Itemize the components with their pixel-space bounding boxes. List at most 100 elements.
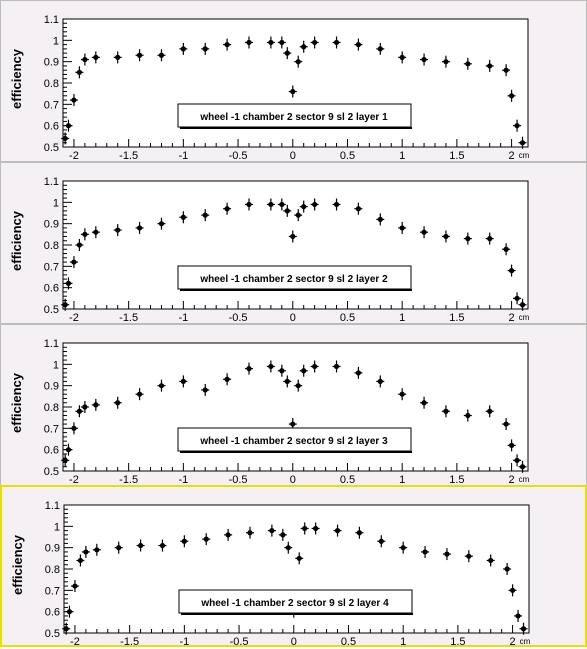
- x-tick-label: 0: [290, 312, 296, 324]
- data-point: [62, 457, 68, 463]
- data-point: [76, 69, 83, 75]
- data-point: [203, 536, 209, 542]
- data-point: [76, 242, 83, 248]
- pad-layer-2[interactable]: 0.5 0.6 0.7 0.8 0.9 1 1.1 -2 -1.5 -1 -0.5 0 0.5 1 1.5 2…: [0, 162, 587, 324]
- data-point: [136, 391, 143, 397]
- data-point: [65, 123, 72, 129]
- data-point: [295, 383, 301, 389]
- data-point: [290, 88, 296, 95]
- data-point: [465, 61, 471, 67]
- chart-layer-2: 0.5 0.6 0.7 0.8 0.9 1 1.1 -2 -1.5 -1 -0.5 0 0.5 1 1.5 2…: [9, 176, 530, 324]
- data-point: [290, 233, 296, 240]
- data-point: [295, 59, 301, 65]
- y-tick-label: 0.9: [44, 57, 59, 69]
- data-point: [519, 464, 526, 470]
- y-axis-title: efficiency: [9, 48, 24, 109]
- data-point: [159, 542, 166, 549]
- data-point: [82, 231, 88, 237]
- data-point: [466, 553, 472, 559]
- y-tick-label: 1.1: [44, 176, 59, 188]
- data-point: [71, 425, 77, 431]
- data-point: [333, 201, 340, 208]
- data-point: [377, 46, 383, 52]
- data-point: [136, 52, 143, 58]
- data-point: [202, 212, 208, 218]
- data-point: [355, 370, 362, 376]
- data-point: [158, 52, 165, 58]
- data-point: [115, 400, 121, 406]
- y-tick-label: 0.7: [44, 99, 59, 111]
- data-point: [279, 39, 285, 46]
- y-tick-label: 0.7: [44, 423, 59, 435]
- data-point: [225, 532, 231, 538]
- data-point: [158, 383, 165, 389]
- data-point: [377, 216, 383, 222]
- data-point: [465, 412, 471, 419]
- y-tick-label: 0.5: [44, 466, 59, 478]
- data-point: [312, 39, 318, 46]
- x-tick-label: -1.5: [119, 150, 138, 162]
- data-point: [83, 549, 89, 555]
- data-point: [487, 63, 493, 69]
- x-tick-label: 2: [509, 474, 515, 486]
- x-tick-label: 1: [399, 474, 405, 486]
- data-point: [63, 626, 69, 632]
- x-tick-label: 0.5: [340, 312, 355, 324]
- data-point: [269, 528, 275, 534]
- data-point: [279, 368, 285, 374]
- data-point: [224, 42, 230, 48]
- x-tick-label: -2: [69, 312, 79, 324]
- y-tick-label: 0.6: [44, 445, 59, 457]
- y-tick-label: 1.1: [44, 338, 59, 350]
- x-tick-label: -2: [69, 474, 79, 486]
- data-point: [71, 259, 77, 265]
- x-tick-label: -1.5: [120, 636, 139, 648]
- data-point: [247, 530, 253, 536]
- data-point: [508, 93, 515, 99]
- data-point: [333, 39, 340, 46]
- data-point: [295, 212, 301, 218]
- x-tick-label: 1: [400, 636, 406, 648]
- y-tick-label: 0.9: [44, 381, 59, 393]
- x-tick-label: 0.5: [340, 474, 355, 486]
- data-point: [246, 39, 252, 46]
- data-point: [355, 206, 362, 212]
- data-point: [465, 236, 471, 242]
- y-tick-label: 0.5: [44, 142, 59, 154]
- data-point: [515, 613, 521, 619]
- x-tick-label: 0: [290, 150, 296, 162]
- pad-layer-4[interactable]: 0.5 0.6 0.7 0.8 0.9 1 1.1 -2 -1.5 -1 -0.5 0 0.5 1 1.5 2…: [0, 485, 587, 648]
- data-point: [399, 225, 405, 231]
- data-point: [268, 201, 274, 208]
- data-point: [180, 214, 186, 220]
- data-series: [61, 36, 527, 149]
- pad-layer-3[interactable]: 0.5 0.6 0.7 0.8 0.9 1 1.1 -2 -1.5 -1 -0.5 0 0.5 1 1.5 2…: [0, 324, 587, 486]
- data-point: [421, 400, 427, 406]
- data-point: [301, 368, 307, 374]
- y-tick-label: 1: [53, 359, 59, 371]
- data-point: [333, 363, 340, 370]
- legend: wheel -1 chamber 2 sector 9 sl 2 layer 3: [177, 427, 412, 453]
- legend-text: wheel -1 chamber 2 sector 9 sl 2 layer 4: [200, 598, 389, 609]
- data-point: [62, 135, 68, 142]
- data-point: [487, 236, 493, 242]
- pad-layer-1[interactable]: 0.5 0.6 0.7 0.8 0.9 1 1.1 -2 -1.5 -1 -0.5 0 0.5 1 1.5 2…: [0, 0, 587, 162]
- chart-layer-3: 0.5 0.6 0.7 0.8 0.9 1 1.1 -2 -1.5 -1 -0.5 0 0.5 1 1.5 2…: [9, 338, 530, 486]
- data-point: [76, 408, 83, 414]
- x-tick-label: -2: [70, 636, 80, 648]
- x-tick-label: 2: [509, 150, 515, 162]
- y-tick-label: 0.7: [45, 585, 60, 597]
- x-tick-label: -2: [69, 150, 79, 162]
- data-series: [61, 198, 527, 311]
- x-tick-label: 1.5: [449, 150, 464, 162]
- data-point: [268, 39, 274, 46]
- data-point: [509, 587, 516, 593]
- data-point: [519, 140, 526, 146]
- data-point: [82, 404, 88, 410]
- data-point: [93, 229, 99, 235]
- data-point: [503, 421, 509, 427]
- x-unit-label: cm: [519, 313, 530, 322]
- data-point: [296, 555, 302, 561]
- data-point: [284, 50, 290, 56]
- data-point: [285, 545, 291, 551]
